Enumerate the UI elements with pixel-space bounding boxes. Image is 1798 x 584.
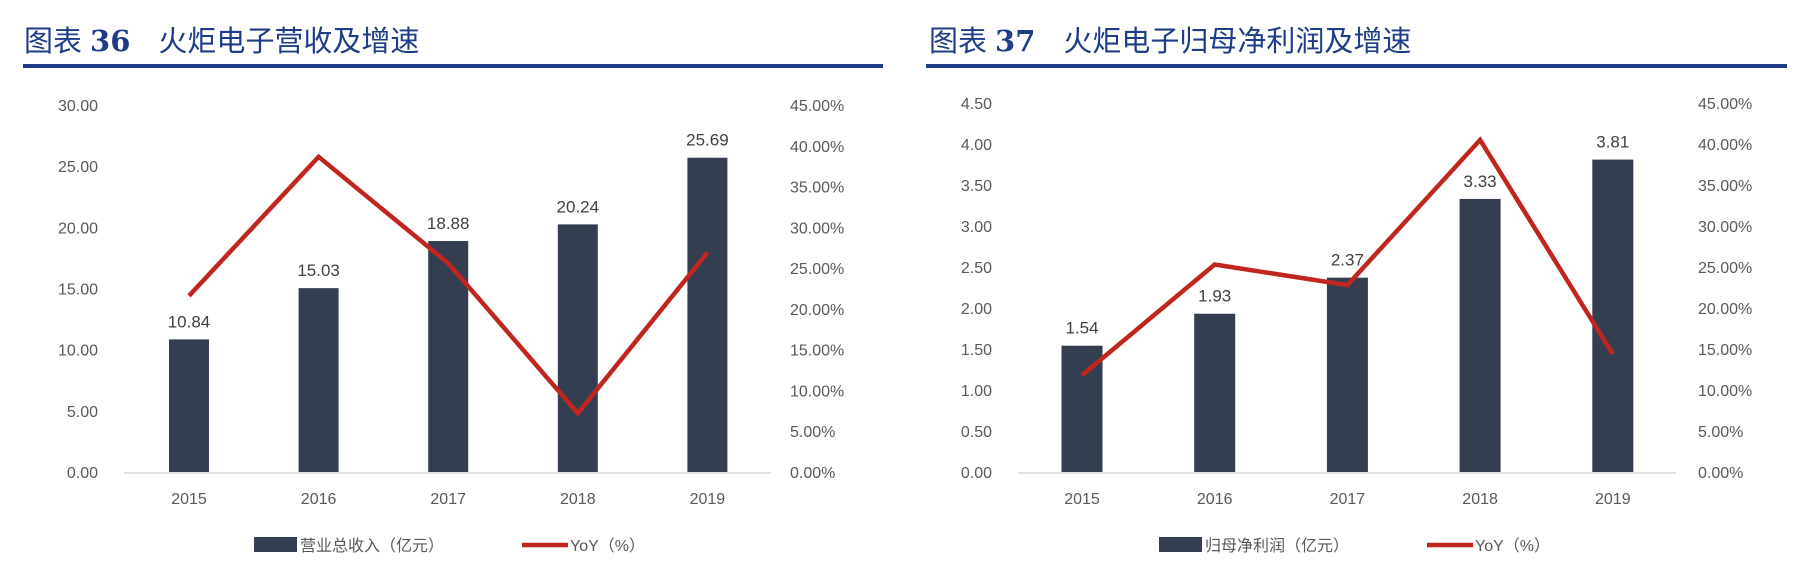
- left-axis-tick-label: 0.50: [961, 424, 992, 441]
- right-axis-tick-label: 25.00%: [1698, 260, 1752, 277]
- right-axis-tick-label: 20.00%: [790, 302, 844, 319]
- x-axis-tick-label: 2019: [690, 491, 726, 508]
- bar: [298, 288, 339, 472]
- left-axis-tick-label: 10.00: [58, 343, 98, 360]
- right-axis-tick-label: 35.00%: [1698, 178, 1752, 195]
- right-axis-tick-label: 15.00%: [1698, 342, 1752, 359]
- right-axis-tick-label: 5.00%: [1698, 424, 1743, 441]
- bar: [1459, 198, 1501, 472]
- right-axis-tick-label: 20.00%: [1698, 301, 1752, 318]
- right-axis-tick-label: 30.00%: [790, 220, 844, 237]
- x-axis-tick-label: 2017: [1330, 491, 1366, 508]
- bar-data-label: 3.81: [1596, 133, 1629, 152]
- bar-data-label: 2.37: [1331, 251, 1364, 270]
- right-axis-tick-label: 25.00%: [790, 261, 844, 278]
- right-axis-tick-label: 30.00%: [1698, 219, 1752, 236]
- x-axis-tick-label: 2017: [430, 491, 466, 508]
- bar-data-label: 1.93: [1198, 287, 1231, 306]
- right-axis-tick-label: 40.00%: [790, 139, 844, 156]
- chart-title-37: 图表 37 火炬电子归母净利润及增速: [929, 18, 1411, 60]
- x-axis-tick-label: 2016: [1197, 491, 1233, 508]
- right-axis-tick-label: 45.00%: [1698, 96, 1752, 113]
- x-axis-tick-label: 2018: [1462, 491, 1498, 508]
- bar: [687, 157, 728, 473]
- bar-data-label: 10.84: [168, 312, 211, 331]
- bar-data-label: 18.88: [427, 214, 470, 233]
- left-axis-tick-label: 3.00: [961, 219, 992, 236]
- left-axis-tick-label: 25.00: [58, 159, 98, 176]
- bar: [557, 224, 598, 472]
- right-axis-tick-label: 45.00%: [790, 98, 844, 115]
- legend-bar-label: 营业总收入（亿元）: [300, 537, 444, 555]
- title-prefix: 图表: [929, 24, 988, 58]
- right-axis-tick-label: 5.00%: [790, 424, 835, 441]
- left-axis-tick-label: 15.00: [58, 282, 98, 299]
- bar-data-label: 1.54: [1065, 319, 1098, 338]
- right-axis-tick-label: 0.00%: [1698, 465, 1743, 482]
- title-prefix: 图表: [24, 24, 83, 58]
- x-axis-tick-label: 2019: [1595, 491, 1631, 508]
- bar: [1592, 159, 1634, 472]
- left-axis-tick-label: 20.00: [58, 220, 98, 237]
- x-axis-tick-label: 2015: [1064, 491, 1100, 508]
- left-axis-tick-label: 4.00: [961, 137, 992, 154]
- left-axis-tick-label: 30.00: [58, 98, 98, 115]
- bar: [1326, 277, 1368, 472]
- left-axis-tick-label: 0.00: [961, 465, 992, 482]
- left-axis-tick-label: 3.50: [961, 178, 992, 195]
- x-axis-tick-label: 2015: [171, 491, 207, 508]
- title-text: 火炬电子归母净利润及增速: [1063, 24, 1412, 58]
- bar-data-label: 3.33: [1464, 172, 1497, 191]
- right-axis-tick-label: 35.00%: [790, 180, 844, 197]
- bar-data-label: 20.24: [557, 197, 600, 216]
- right-axis-tick-label: 40.00%: [1698, 137, 1752, 154]
- bar-data-label: 15.03: [297, 261, 340, 280]
- left-axis-tick-label: 5.00: [67, 404, 98, 421]
- bar: [1194, 313, 1236, 472]
- left-axis-tick-label: 2.00: [961, 301, 992, 318]
- right-axis-tick-label: 10.00%: [1698, 383, 1752, 400]
- title-rule: [926, 64, 1787, 68]
- legend-line-label: YoY（%）: [570, 537, 645, 555]
- title-number: 37: [995, 24, 1036, 58]
- x-axis-tick-label: 2018: [560, 491, 596, 508]
- legend-bar-swatch: [254, 537, 297, 552]
- revenue-chart: 0.00 5.00 10.00 15.00 20.00 25.00 30.00 0.00% 5.…: [58, 98, 844, 555]
- right-axis-tick-label: 15.00%: [790, 343, 844, 360]
- x-axis-tick-label: 2016: [301, 491, 337, 508]
- title-text: 火炬电子营收及增速: [158, 24, 420, 58]
- title-rule: [23, 64, 883, 68]
- legend-bar-swatch: [1159, 537, 1202, 552]
- left-axis-tick-label: 1.50: [961, 342, 992, 359]
- legend-bar-label: 归母净利润（亿元）: [1205, 537, 1349, 555]
- left-axis-tick-label: 2.50: [961, 260, 992, 277]
- left-axis-tick-label: 0.00: [67, 465, 98, 482]
- bar-data-label: 25.69: [686, 131, 729, 150]
- title-number: 36: [90, 24, 131, 58]
- left-axis-tick-label: 1.00: [961, 383, 992, 400]
- right-axis-tick-label: 0.00%: [790, 465, 835, 482]
- right-axis-tick-label: 10.00%: [790, 383, 844, 400]
- legend-line-label: YoY（%）: [1475, 537, 1550, 555]
- chart-title-36: 图表 36 火炬电子营收及增速: [24, 18, 419, 60]
- left-axis-tick-label: 4.50: [961, 96, 992, 113]
- bar: [169, 339, 209, 472]
